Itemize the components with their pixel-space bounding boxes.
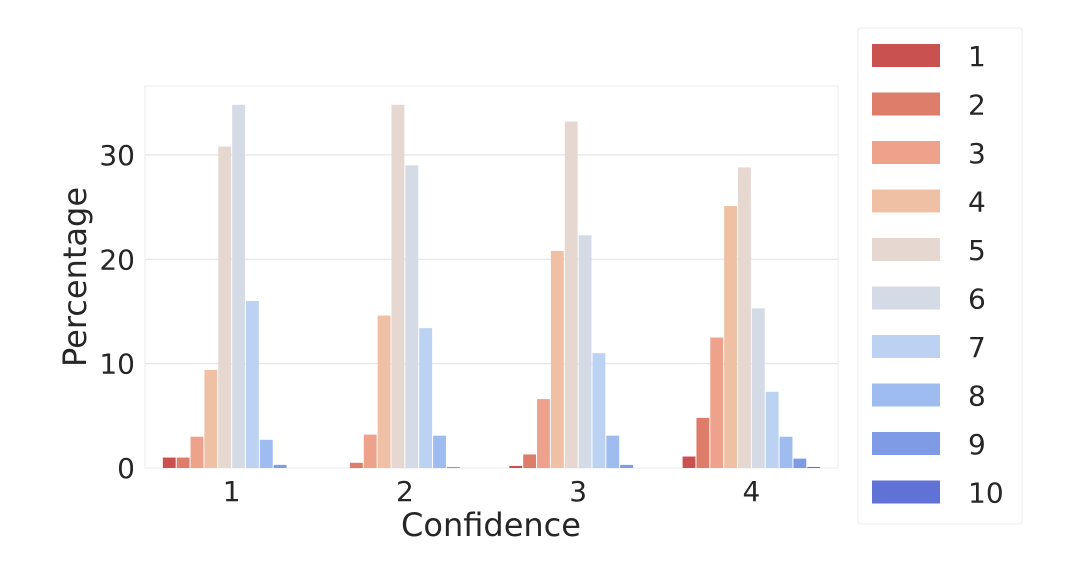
bar-2-3 <box>523 454 537 468</box>
bar-8-2 <box>433 435 446 468</box>
legend-swatch <box>872 383 940 407</box>
legend-label: 7 <box>968 331 986 364</box>
bar-8-1 <box>259 439 273 468</box>
bar-5-1 <box>218 146 232 468</box>
bar-2-4 <box>696 417 710 468</box>
bar-6-4 <box>751 308 765 468</box>
bar-6-3 <box>578 235 592 468</box>
bar-4-2 <box>377 315 391 468</box>
x-tick-label: 4 <box>742 475 760 508</box>
bar-7-3 <box>592 353 606 468</box>
bar-4-4 <box>724 206 738 468</box>
bar-9-4 <box>793 458 807 468</box>
x-tick-label: 3 <box>569 475 587 508</box>
y-tick-label: 30 <box>99 139 135 172</box>
legend-swatch <box>872 44 940 67</box>
bar-1-3 <box>509 465 523 468</box>
bar-3-1 <box>190 436 204 468</box>
legend-swatch <box>872 480 940 504</box>
legend-swatch <box>872 141 940 164</box>
bar-5-4 <box>738 167 751 468</box>
legend-label: 2 <box>968 89 986 122</box>
bar-9-1 <box>273 464 287 468</box>
x-ticks: 1 2 3 4 <box>223 475 761 508</box>
legend-swatch <box>872 335 940 358</box>
bar-7-2 <box>419 328 433 468</box>
legend-swatch <box>872 92 940 116</box>
bar-9-3 <box>620 464 634 468</box>
bar-3-3 <box>537 399 550 468</box>
bar-7-1 <box>245 301 259 468</box>
legend-label: 5 <box>968 234 986 267</box>
legend-swatch <box>872 286 940 310</box>
bar-3-2 <box>363 434 377 468</box>
bar-4-1 <box>204 369 218 468</box>
bars <box>162 104 821 469</box>
legend-label: 4 <box>968 186 986 219</box>
bar-1-1 <box>162 457 176 468</box>
bar-9-2 <box>446 466 460 468</box>
legend-label: 10 <box>968 477 1004 510</box>
bar-5-3 <box>564 121 578 469</box>
x-tick-label: 2 <box>396 475 414 508</box>
legend-swatch <box>872 238 940 261</box>
bar-5-2 <box>391 104 405 468</box>
bar-8-3 <box>606 435 620 468</box>
bar-2-1 <box>176 457 190 468</box>
bar-4-3 <box>550 250 564 468</box>
bar-6-2 <box>405 165 419 469</box>
legend-label: 3 <box>968 137 986 170</box>
bar-8-4 <box>779 436 793 468</box>
legend-swatch <box>872 189 940 213</box>
x-axis-label: Confidence <box>401 506 581 544</box>
y-ticks: 0 10 20 30 <box>99 139 135 485</box>
legend: 1 2 3 4 5 6 7 8 9 10 <box>857 27 1023 525</box>
legend-label: 1 <box>968 40 986 73</box>
legend-label: 8 <box>968 380 986 413</box>
x-tick-label: 1 <box>223 475 241 508</box>
bar-3-4 <box>710 337 724 468</box>
y-tick-label: 20 <box>99 243 135 276</box>
legend-label: 9 <box>968 428 986 461</box>
y-tick-label: 10 <box>99 348 135 381</box>
bar-10-4 <box>807 466 821 468</box>
bar-1-4 <box>682 456 696 468</box>
y-axis-label: Percentage <box>56 187 94 367</box>
y-tick-label: 0 <box>117 452 135 485</box>
bar-2-2 <box>349 462 363 468</box>
bar-6-1 <box>232 104 245 468</box>
bar-7-4 <box>765 391 779 468</box>
legend-label: 6 <box>968 283 986 316</box>
legend-swatch <box>872 432 940 455</box>
